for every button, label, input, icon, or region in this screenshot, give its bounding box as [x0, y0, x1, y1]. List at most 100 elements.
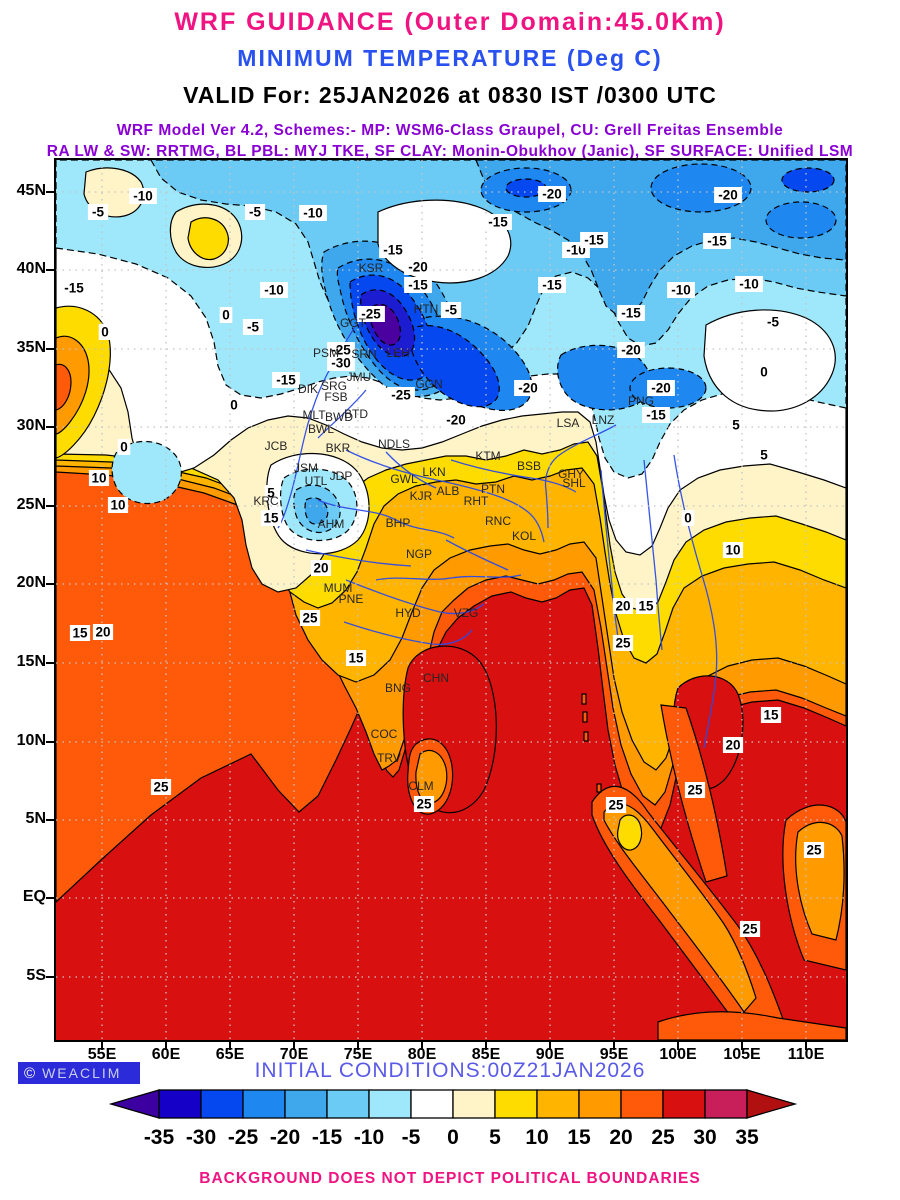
- contour-label: -20: [542, 187, 562, 202]
- station-label: PSM: [313, 346, 339, 360]
- colorbar-tick-label: 30: [693, 1126, 716, 1149]
- contour-label: -20: [651, 381, 671, 396]
- colorbar-left-arrow: [108, 1089, 160, 1119]
- contour-label: -5: [445, 303, 457, 318]
- contour-label: -10: [303, 206, 323, 221]
- station-label: PNG: [628, 394, 654, 408]
- lat-axis-label: 5S: [26, 967, 46, 984]
- colorbar-tick-label: 25: [651, 1126, 675, 1149]
- contour-label: 0: [222, 308, 230, 323]
- contour-label: 25: [416, 797, 432, 812]
- contour-label-box: [514, 380, 542, 396]
- station-label: HTN: [414, 302, 439, 316]
- contour-label-box: [404, 277, 432, 293]
- station-label: DIK: [298, 382, 318, 396]
- contour-label-box: [803, 842, 825, 858]
- lon-axis-label: 60E: [151, 1046, 181, 1063]
- lon-tick-mark: [613, 1042, 615, 1050]
- warm-enclaves: [56, 167, 836, 459]
- contour-label-box: [681, 510, 695, 526]
- lat-axis-label: 35N: [16, 339, 46, 356]
- lat-axis-label: 45N: [16, 182, 46, 199]
- lon-tick-mark: [165, 1042, 167, 1050]
- colorbar: -35 -30 -25 -20 -15 -10 -5 0 5 10 15 20 25 30 35: [108, 1089, 798, 1149]
- contour-label-box: [272, 372, 300, 388]
- lon-tick-mark: [229, 1042, 231, 1050]
- map-canvas: -5 -10 -5 -10 -20 -15 -20 -15 -20 -15 -10 -15 -15 -10…: [56, 160, 846, 1040]
- station-label: KJR: [410, 489, 433, 503]
- contour-label-box: [327, 342, 355, 358]
- station-label: KOL: [512, 529, 536, 543]
- contour-label-box: [538, 277, 566, 293]
- contour-label-box: [387, 387, 415, 403]
- station-label: LKN: [422, 465, 445, 479]
- contour-label-box: [605, 797, 627, 813]
- contour-label-box: [60, 280, 88, 296]
- contour-label-box: [617, 342, 645, 358]
- contour-label: -25: [331, 343, 351, 358]
- contour-label: 25: [742, 922, 758, 937]
- station-label: ALB: [437, 484, 460, 498]
- contour-label-box: [357, 306, 385, 322]
- islands: [407, 693, 846, 1040]
- colorbar-tick-label: 15: [567, 1126, 591, 1149]
- contour-label-box: [714, 187, 742, 203]
- contour-label-box: [404, 259, 432, 275]
- page-title: WRF GUIDANCE (Outer Domain:45.0Km): [174, 8, 726, 36]
- colorbar-box: [452, 1089, 496, 1119]
- colorbar-box: [578, 1089, 622, 1119]
- station-label: NDLS: [378, 437, 410, 451]
- station-label: GHY: [558, 467, 584, 481]
- colorbar-tick-label: 0: [447, 1126, 459, 1149]
- temperature-map: -5 -10 -5 -10 -20 -15 -20 -15 -20 -15 -10 -15 -15 -10…: [54, 158, 848, 1042]
- station-label: UTL: [305, 474, 328, 488]
- station-label: NGP: [406, 547, 432, 561]
- station-label: SRN: [351, 347, 376, 361]
- lon-axis-label: 105E: [723, 1046, 761, 1063]
- contour-label: -25: [391, 388, 411, 403]
- lon-tick-mark: [805, 1042, 807, 1050]
- colorbar-box: [368, 1089, 412, 1119]
- contour-label: 15: [763, 708, 779, 723]
- contour-label: 10: [110, 498, 125, 513]
- contour-label-box: [379, 242, 407, 258]
- lon-tick-mark: [485, 1042, 487, 1050]
- station-label: LNZ: [592, 413, 615, 427]
- contour-label: 25: [608, 798, 624, 813]
- colorbar-box: [620, 1089, 664, 1119]
- contour-label: -15: [276, 373, 296, 388]
- contour-label: 15: [638, 599, 654, 614]
- station-label: KRC: [253, 494, 279, 508]
- contour-label: 5: [760, 448, 768, 463]
- station-label: RHT: [464, 494, 489, 508]
- contour-label: 5: [732, 418, 740, 433]
- lon-tick-mark: [741, 1042, 743, 1050]
- contour-label: 20: [615, 599, 630, 614]
- lat-axis-label: 20N: [16, 574, 46, 591]
- contour-label: -30: [331, 356, 351, 371]
- contour-label-box: [757, 447, 771, 463]
- contour-label-box: [345, 650, 367, 666]
- contour-label-box: [484, 214, 512, 230]
- station-label: BSB: [517, 459, 541, 473]
- contour-label: 25: [615, 636, 631, 651]
- station-label: JCB: [265, 439, 288, 453]
- contour-label: -25: [361, 307, 381, 322]
- contour-label-box: [88, 470, 110, 486]
- colorbar-box: [704, 1089, 748, 1119]
- colorbar-box: [536, 1089, 580, 1119]
- lat-axis-label: 15N: [16, 653, 46, 670]
- colorbar-box: [410, 1089, 454, 1119]
- contour-label: -15: [646, 408, 666, 423]
- contour-label-box: [117, 439, 131, 455]
- contour-label: -20: [621, 343, 641, 358]
- lon-tick-mark: [421, 1042, 423, 1050]
- colorbar-tick-label: 5: [489, 1126, 501, 1149]
- station-label: HYD: [395, 606, 421, 620]
- contour-label-box: [442, 412, 470, 428]
- contour-label: -5: [92, 205, 104, 220]
- station-label: GGT: [340, 316, 367, 330]
- contour-label: -10: [264, 283, 284, 298]
- station-label: BKR: [326, 441, 351, 455]
- lon-tick-mark: [549, 1042, 551, 1050]
